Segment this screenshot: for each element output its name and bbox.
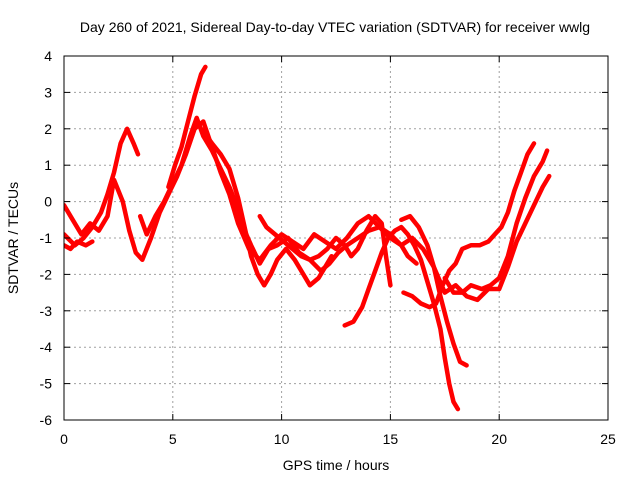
y-tick-label: 0	[44, 194, 52, 210]
y-tick-label: -3	[40, 303, 53, 319]
y-tick-label: -5	[40, 376, 53, 392]
series-trace-10	[401, 141, 537, 310]
x-tick-label: 25	[600, 431, 616, 447]
axis-ticks: 0 5 10 15 20 25 -6 -5 -4 -3 -2 -1 0 1 2 3 4	[40, 48, 616, 447]
series-trace-5	[166, 64, 208, 190]
series-trace-8	[342, 224, 461, 412]
series-trace-7	[257, 213, 393, 288]
series-trace-11	[442, 148, 550, 295]
x-tick-label: 10	[274, 431, 290, 447]
y-tick-label: -4	[40, 339, 53, 355]
series-trace-6	[198, 126, 334, 288]
y-tick-label: -2	[40, 266, 53, 282]
y-tick-label: 1	[44, 157, 52, 173]
y-tick-label: -6	[40, 412, 53, 428]
x-tick-label: 15	[383, 431, 399, 447]
y-tick-label: -1	[40, 230, 53, 246]
series-trace-9	[399, 213, 469, 368]
y-tick-label: 4	[44, 48, 52, 64]
chart-title: Day 260 of 2021, Sidereal Day-to-day VTE…	[80, 19, 590, 35]
y-tick-label: 2	[44, 121, 52, 137]
series-trace-3	[64, 126, 141, 248]
y-tick-label: 3	[44, 84, 52, 100]
x-tick-label: 20	[491, 431, 507, 447]
x-axis-label: GPS time / hours	[283, 457, 390, 473]
plot-series	[64, 64, 552, 412]
x-tick-label: 0	[60, 431, 68, 447]
y-axis-label: SDTVAR / TECUs	[5, 182, 21, 294]
x-tick-label: 5	[169, 431, 177, 447]
